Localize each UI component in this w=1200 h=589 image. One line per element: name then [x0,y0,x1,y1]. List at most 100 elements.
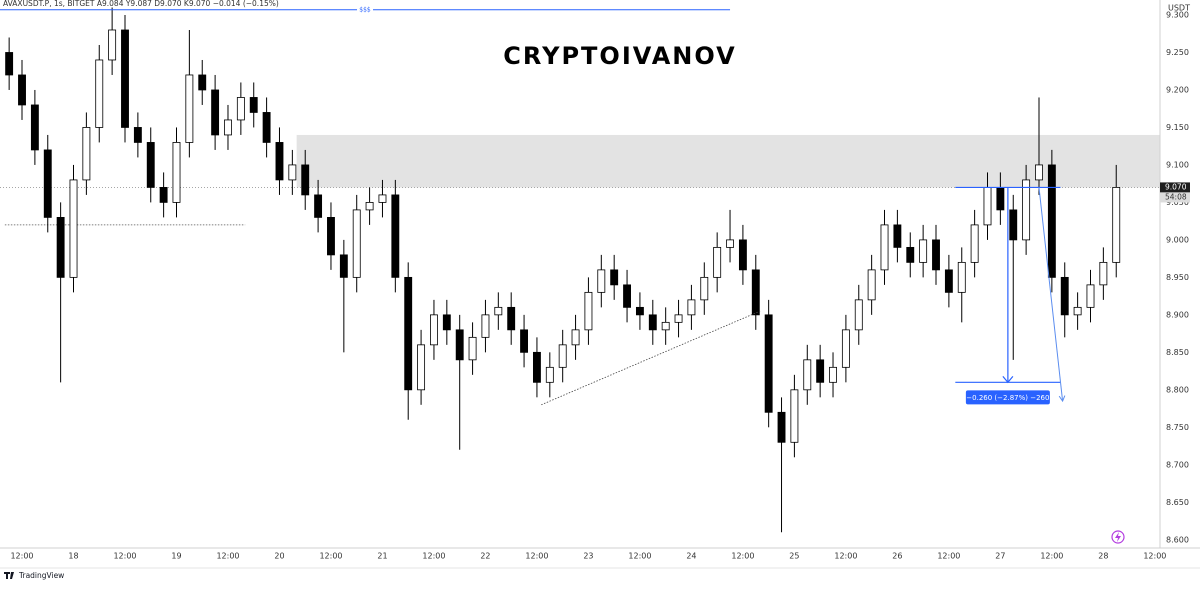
y-tick-label: 9.150 [1166,123,1189,132]
x-tick-label: 19 [171,552,181,561]
candle-body [635,306,644,316]
x-tick-label: 12:00 [525,552,548,561]
candle-body [1022,179,1031,241]
candle-body [288,164,297,181]
candle-body [1060,276,1069,316]
candle-body [339,254,348,278]
candle-body [249,97,258,113]
x-tick-label: 12:00 [834,552,857,561]
y-tick-label: 8.950 [1166,273,1189,282]
candle-body [404,276,413,391]
candle-body [133,127,142,143]
tv-logo [4,572,14,579]
y-tick-label: 8.600 [1166,535,1189,544]
x-tick-label: 24 [686,552,696,561]
x-tick-label: 28 [1098,552,1108,561]
y-tick-label: 9.300 [1166,10,1189,19]
candle-body [713,246,722,278]
y-tick-label: 8.750 [1166,423,1189,432]
liquidity-label-bg [357,5,374,14]
candle-body [532,351,541,383]
candle-body [957,261,966,293]
y-tick-label: 8.800 [1166,385,1189,394]
candle-body [880,224,889,271]
y-tick-label: 8.650 [1166,498,1189,507]
measure-label-bg [965,390,1050,405]
y-tick-label: 9.100 [1166,160,1189,169]
candle-body [1099,261,1108,286]
candle-body [790,389,799,443]
projection-arrow [1038,187,1064,402]
candle-body [867,269,876,301]
y-tick-label: 9.250 [1166,48,1189,57]
candle-body [893,224,902,248]
candle-body [1009,209,1018,241]
candle-body [108,29,117,61]
countdown-label: 54:08 [1165,192,1187,201]
projection-arrowhead [1058,395,1066,403]
candle-body [623,284,631,308]
candle-body [841,329,850,368]
x-tick-label: 12:00 [1040,552,1063,561]
candle-body [764,314,773,413]
candle-body [352,209,361,278]
candle-body [558,344,567,368]
alert-icon[interactable] [1111,530,1125,544]
y-tick-label: 8.700 [1166,460,1189,469]
candle-body [468,336,477,361]
x-tick-label: 25 [789,552,799,561]
last-price-bg [1160,182,1190,193]
candle-body [919,239,928,263]
candle-body [56,217,65,278]
candle-body [69,179,78,278]
candle-body [726,239,734,248]
liquidity-label: $$$ [359,7,371,14]
y-tick-label: 8.850 [1166,348,1189,357]
candle-body [301,164,310,196]
x-tick-label: 12:00 [319,552,342,561]
candle-body [198,74,207,91]
candle-body [829,366,837,383]
x-tick-label: 18 [68,552,78,561]
x-tick-label: 26 [892,552,902,561]
candle-body [674,314,683,323]
candle-body [751,269,760,316]
zone-layer [0,134,1161,226]
candle-body [520,329,529,353]
candle-body [803,359,812,391]
y-tick-label: 9.200 [1166,85,1189,94]
candle-body [1086,284,1095,308]
candle-body [687,299,696,316]
candle-body [700,276,709,301]
candle-body [365,202,374,211]
candle-body [43,149,52,218]
x-tick-label: 12:00 [731,552,754,561]
resistance-zone [296,134,1161,188]
y-tick-label: 8.900 [1166,310,1189,319]
candle-body [571,329,580,346]
price-unit: USDT [1168,4,1190,13]
candle-body [932,239,940,271]
candle-layer [5,7,1121,533]
x-tick-label: 21 [377,552,387,561]
trend-line [541,310,761,406]
candle-body [82,127,91,181]
symbol-header: AVAXUSDT.P, 1s, BITGET A9.084 Y9.087 D9.… [3,0,279,8]
watermark: CRYPTOIVANOV [503,42,736,70]
x-tick-label: 20 [274,552,284,561]
candle-body [211,89,220,136]
candle-body [314,194,323,218]
candle-body [507,306,516,331]
x-tick-label: 22 [480,552,490,561]
x-tick-label: 27 [995,552,1005,561]
x-tick-label: 12:00 [422,552,445,561]
candle-body [996,187,1005,211]
candle-body [597,269,606,293]
candle-body [1112,187,1121,263]
candle-body [185,74,194,143]
candle-body [545,366,554,383]
x-tick-label: 12:00 [628,552,651,561]
annotation-layer: $$$ −0.260 (−2.87%) −260 [0,5,1066,406]
candle-body [854,299,863,331]
